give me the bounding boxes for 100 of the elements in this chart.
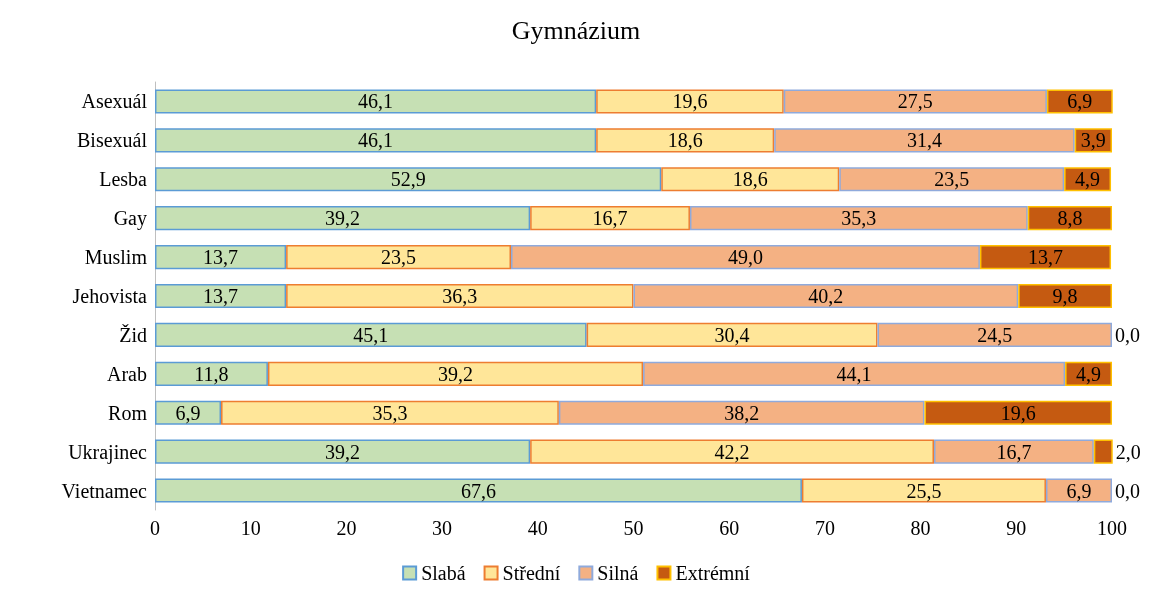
bar	[979, 245, 1112, 270]
data-label: 42,2	[714, 440, 750, 463]
bar	[661, 167, 840, 192]
bar	[286, 245, 511, 270]
data-label: 25,5	[906, 479, 942, 502]
data-label: 44,1	[836, 362, 872, 385]
data-label: 3,9	[1080, 129, 1106, 152]
data-label: 0,0	[1115, 479, 1140, 502]
data-label: 11,8	[194, 362, 229, 385]
x-tick-label: 0	[150, 517, 160, 539]
x-tick-label: 20	[336, 517, 357, 539]
data-label: 9,8	[1052, 285, 1078, 307]
data-label: 16,7	[996, 440, 1032, 463]
data-label: 16,7	[592, 207, 628, 230]
bar	[689, 206, 1028, 231]
y-tick-label: Ukrajinec	[68, 440, 148, 464]
data-label: 24,5	[977, 323, 1013, 346]
data-label: 2,0	[1115, 440, 1141, 463]
data-label: 49,0	[727, 246, 763, 269]
x-tick-label: 60	[719, 517, 740, 539]
data-label: 67,6	[460, 479, 496, 502]
data-label: 40,2	[808, 285, 844, 307]
data-label: 45,1	[353, 323, 389, 346]
y-tick-label: Žid	[119, 323, 147, 346]
data-label: 23,5	[934, 168, 970, 191]
data-label: 30,4	[714, 323, 750, 346]
data-label: 46,1	[358, 129, 394, 152]
legend-label: Střední	[502, 562, 561, 584]
x-tick-label: 90	[1006, 517, 1027, 539]
data-label: 6,9	[175, 401, 201, 424]
bar	[530, 206, 690, 231]
bar	[924, 400, 1112, 425]
bar	[155, 322, 587, 347]
bar	[839, 167, 1065, 192]
y-tick-label: Arab	[107, 362, 147, 385]
bar	[530, 439, 934, 464]
bar	[558, 400, 925, 425]
data-label: 19,6	[672, 90, 708, 113]
data-label: 6,9	[1067, 90, 1093, 113]
y-tick-label: Gay	[113, 207, 147, 231]
data-label: 18,6	[667, 129, 703, 152]
data-label: 39,2	[325, 207, 361, 230]
data-label: 35,3	[372, 401, 408, 424]
x-tick-label: 50	[623, 517, 644, 539]
bar	[934, 439, 1094, 464]
bar	[155, 206, 531, 231]
data-label: 4,9	[1075, 168, 1101, 191]
bar	[877, 322, 1112, 347]
data-label: 8,8	[1057, 207, 1083, 230]
data-label: 6,9	[1066, 479, 1092, 502]
legend-label: Extrémní	[675, 562, 751, 584]
x-tick-label: 40	[527, 517, 548, 539]
y-tick-label: Jehovista	[72, 285, 148, 307]
bar	[286, 283, 634, 309]
bar	[1093, 439, 1113, 464]
data-label: 0,0	[1115, 323, 1140, 346]
bar	[1018, 283, 1112, 309]
y-tick-label: Bisexuál	[77, 129, 148, 152]
data-label: 13,7	[1027, 246, 1063, 269]
bar	[783, 89, 1047, 114]
data-label: 39,2	[438, 362, 473, 385]
x-tick-label: 70	[814, 517, 835, 539]
data-label: 19,6	[1000, 401, 1036, 424]
bar	[633, 283, 1019, 309]
y-tick-label: Vietnamec	[61, 479, 148, 502]
y-tick-label: Rom	[108, 401, 148, 424]
bar	[596, 128, 775, 153]
legend-label: Silná	[597, 562, 639, 584]
x-tick-label: 80	[910, 517, 931, 539]
data-label: 46,1	[358, 90, 394, 113]
bar	[1046, 89, 1113, 114]
data-label: 36,3	[442, 285, 478, 307]
bar	[596, 89, 784, 114]
data-label: 13,7	[203, 246, 239, 269]
x-tick-label: 30	[432, 517, 453, 539]
data-label: 31,4	[906, 129, 942, 152]
bar	[801, 478, 1046, 503]
y-tick-label: Asexuál	[81, 90, 148, 113]
data-label: 35,3	[841, 207, 877, 230]
bar	[643, 361, 1066, 386]
bar	[267, 361, 644, 386]
x-tick-label: 100	[1097, 517, 1127, 539]
bar	[155, 361, 268, 386]
data-label: 38,2	[724, 401, 760, 424]
bar	[1045, 478, 1112, 503]
data-label: 18,6	[732, 168, 768, 191]
bar	[221, 400, 559, 425]
bar	[155, 478, 802, 503]
y-tick-label: Lesba	[99, 168, 148, 191]
x-tick-label: 10	[240, 517, 261, 539]
data-label: 23,5	[381, 246, 417, 269]
chart-title: Gymnázium	[511, 15, 641, 45]
bar	[155, 245, 287, 270]
bar	[155, 439, 531, 464]
bar	[155, 283, 287, 309]
bar	[774, 128, 1075, 153]
data-label: 27,5	[897, 90, 933, 113]
bar	[586, 322, 878, 347]
data-label: 13,7	[203, 285, 239, 307]
data-label: 4,9	[1076, 362, 1102, 385]
